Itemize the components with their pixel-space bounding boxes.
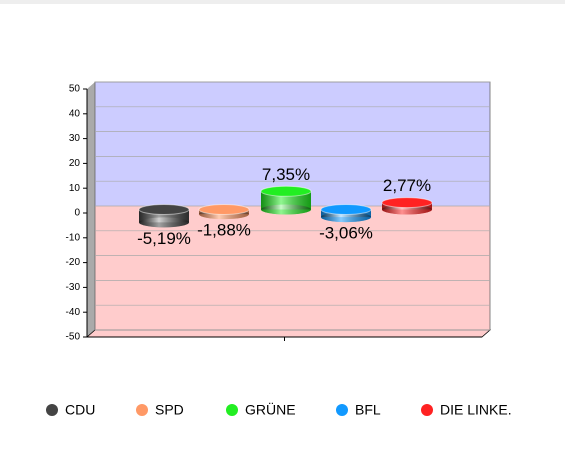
y-tick-label: 40 xyxy=(69,108,81,119)
floor xyxy=(85,329,492,338)
y-tick-label: -40 xyxy=(66,307,81,318)
bar-top xyxy=(138,204,190,215)
bar-top xyxy=(260,185,312,197)
y-tick-label: -10 xyxy=(66,232,81,243)
legend-marker xyxy=(226,404,238,416)
value-label: 7,35% xyxy=(262,165,310,184)
y-tick-label: 50 xyxy=(69,84,81,95)
y-tick-label: 10 xyxy=(69,183,81,194)
bar-shade-bottom xyxy=(139,217,189,228)
legend-marker xyxy=(136,404,148,416)
y-tick-label: -20 xyxy=(66,257,81,268)
legend-marker xyxy=(421,404,433,416)
legend-label: DIE LINKE. xyxy=(440,402,512,418)
value-label: -5,19% xyxy=(137,229,191,248)
legend-label: BFL xyxy=(355,402,381,418)
top-band xyxy=(0,0,565,4)
legend-marker xyxy=(336,404,348,416)
positive-region xyxy=(95,82,490,206)
legend-label: CDU xyxy=(65,402,95,418)
left-wall xyxy=(87,82,95,337)
y-tick-label: 30 xyxy=(69,133,81,144)
value-label: -3,06% xyxy=(319,224,373,243)
bar-top xyxy=(198,204,250,215)
bar-top xyxy=(381,197,433,209)
bar-shade-bottom xyxy=(321,212,371,223)
bar-top xyxy=(320,204,372,215)
legend-label: GRÜNE xyxy=(245,401,296,418)
y-tick-label: -30 xyxy=(66,282,81,293)
value-label: -1,88% xyxy=(197,221,251,240)
legend-marker xyxy=(46,404,58,416)
legend-label: SPD xyxy=(155,402,184,418)
y-tick-label: -50 xyxy=(66,332,81,343)
y-tick-label: 0 xyxy=(74,208,80,219)
y-tick-label: 20 xyxy=(69,158,81,169)
value-label: 2,77% xyxy=(383,176,431,195)
bar-shade-bottom xyxy=(261,204,311,215)
